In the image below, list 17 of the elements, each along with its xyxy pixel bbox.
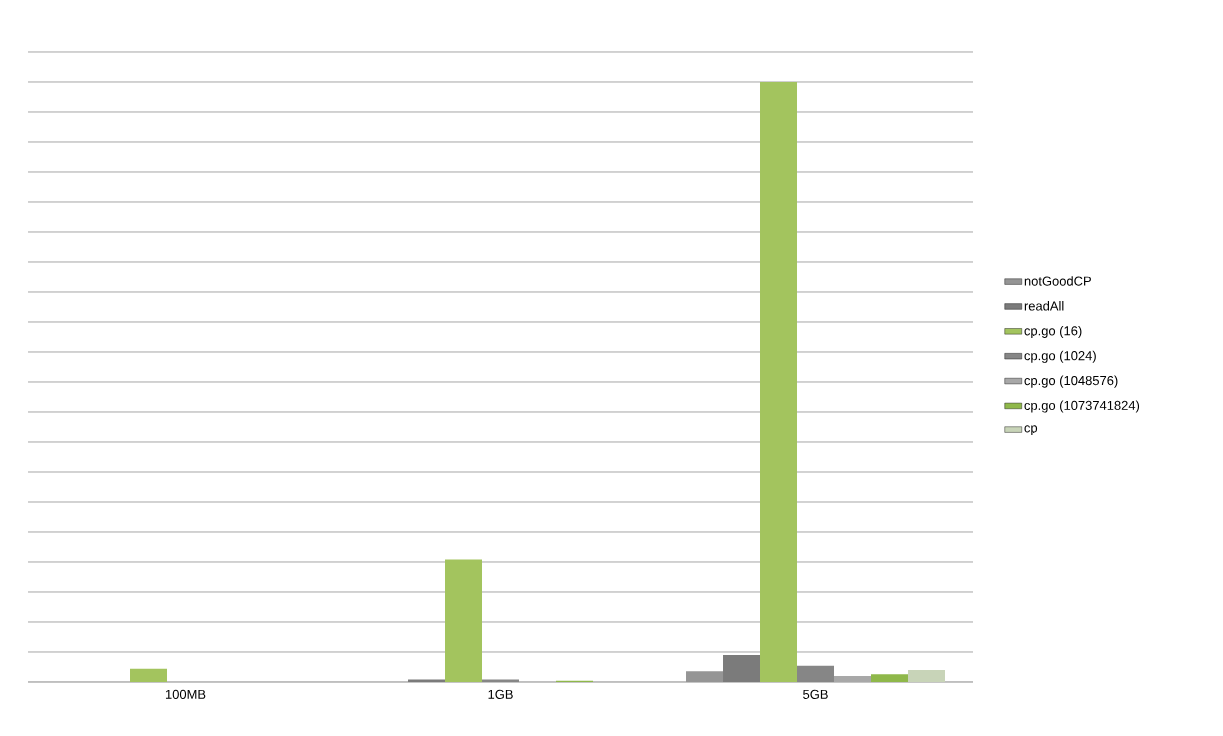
legend-label: cp.go (16) bbox=[1024, 325, 1082, 338]
legend-label: readAll bbox=[1024, 301, 1064, 311]
bar bbox=[686, 671, 724, 682]
legend-label: cp bbox=[1024, 425, 1038, 435]
x-tick-label: 100MB bbox=[165, 689, 206, 699]
legend-label: cp.go (1024) bbox=[1024, 350, 1096, 363]
bar bbox=[834, 675, 872, 682]
x-tick-label: 5GB bbox=[803, 689, 828, 699]
bar bbox=[908, 669, 946, 682]
x-tick-label: 1GB bbox=[488, 689, 513, 699]
bar bbox=[445, 559, 483, 682]
bar bbox=[130, 668, 168, 682]
bar bbox=[760, 81, 798, 682]
bar bbox=[871, 674, 909, 682]
legend-label: cp.go (1048576) bbox=[1024, 375, 1118, 388]
legend-label: notGoodCP bbox=[1024, 276, 1091, 286]
legend-label: cp.go (1073741824) bbox=[1024, 400, 1140, 413]
